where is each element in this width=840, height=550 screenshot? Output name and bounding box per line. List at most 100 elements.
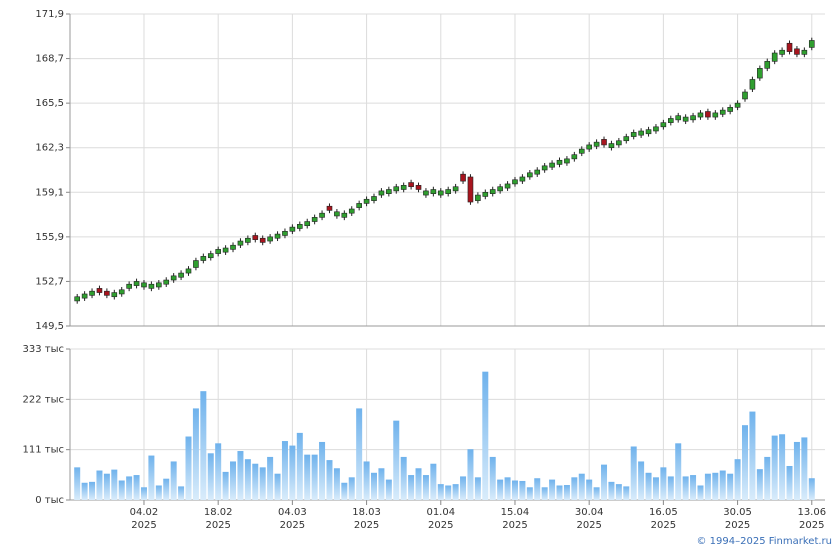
candle-body: [645, 129, 652, 135]
candle-body: [148, 283, 155, 289]
x-tick-label-line: 2025: [131, 520, 156, 531]
candle-body: [682, 116, 689, 122]
volume-bar: [593, 487, 600, 500]
volume-bar: [756, 469, 763, 500]
volume-bar: [333, 468, 340, 500]
x-tick-label: 30.05 2025: [723, 507, 752, 531]
candle-body: [215, 249, 221, 254]
candle-body: [549, 162, 555, 168]
volume-bar: [697, 485, 704, 500]
volume-bar: [667, 476, 674, 500]
volume-bar: [178, 486, 185, 500]
candle-body: [200, 256, 207, 261]
candle-body: [519, 176, 526, 182]
footer: © 1994–2025 Finmarket.ru: [696, 536, 832, 547]
volume-bar: [215, 443, 222, 500]
candle-body: [445, 189, 452, 194]
volume-bar: [541, 487, 548, 500]
x-tick-label-line: 16.05: [649, 507, 678, 518]
candle-body: [512, 179, 518, 185]
volume-bar: [96, 470, 103, 500]
candle-body: [534, 169, 541, 175]
y-tick-label: 111 тыс: [23, 445, 64, 456]
volume-bar: [734, 459, 741, 500]
volume-bar: [690, 475, 697, 500]
candle-body: [771, 52, 778, 62]
volume-bar: [578, 473, 585, 500]
x-tick-label: 01.04 2025: [426, 507, 455, 531]
volume-bar: [638, 461, 645, 500]
x-tick-label: 16.05 2025: [649, 507, 678, 531]
x-tick-label: 04.02 2025: [130, 507, 159, 531]
volume-bar: [385, 479, 392, 500]
candle-body: [467, 176, 474, 203]
volume-bar: [296, 432, 303, 500]
candle-body: [304, 221, 311, 227]
volume-bar: [289, 445, 296, 500]
candle-body: [163, 279, 170, 285]
volume-bar: [556, 485, 563, 500]
volume-bar: [719, 470, 726, 500]
volume-bar: [652, 477, 659, 500]
candle-body: [126, 283, 132, 289]
y-tick-label: 165,5: [35, 98, 64, 109]
candle-body: [378, 190, 385, 196]
candle-body: [437, 190, 444, 196]
x-tick-label-line: 30.05: [723, 507, 752, 518]
volume-bar: [474, 477, 481, 500]
candle-body: [104, 290, 110, 296]
x-tick-label: 13.06 2025: [797, 507, 826, 531]
candle-body: [660, 122, 667, 128]
candle-body: [460, 173, 466, 182]
candle-body: [527, 172, 533, 178]
volume-bar: [281, 441, 288, 500]
candle-body: [81, 293, 88, 299]
volume-bar: [140, 487, 147, 500]
volume-bar: [326, 460, 333, 500]
candle-body: [296, 224, 303, 229]
x-tick-label-line: 30.04: [575, 507, 604, 518]
candle-body: [348, 208, 355, 214]
volume-bar: [727, 473, 734, 500]
volume-bar: [712, 472, 719, 500]
candle-body: [311, 217, 318, 222]
volume-bar: [74, 467, 81, 500]
candle-body: [601, 139, 607, 146]
volume-bar: [118, 480, 125, 500]
volume-bar: [779, 434, 786, 500]
volume-bar: [148, 455, 155, 500]
volume-bar: [400, 456, 407, 500]
volume-bar: [393, 420, 400, 500]
volume-bar: [519, 480, 526, 500]
volume-bar: [81, 482, 88, 500]
volume-bar: [563, 485, 570, 500]
volume-bar: [504, 477, 511, 500]
candle-body: [734, 102, 741, 108]
candle-body: [259, 237, 266, 243]
candle-body: [178, 272, 184, 278]
volume-bar: [489, 456, 496, 500]
candle-body: [712, 112, 719, 118]
volume-bar: [155, 485, 162, 500]
volume-bar: [378, 468, 385, 500]
candle-body: [630, 132, 637, 137]
volume-bar: [497, 479, 504, 500]
volume-bar: [200, 391, 207, 500]
candle-body: [719, 109, 726, 115]
y-tick-label: 0 тыс: [35, 495, 64, 506]
candle-body: [289, 226, 296, 232]
x-tick-label-line: 2025: [502, 520, 527, 531]
volume-bar: [371, 472, 377, 500]
x-tick-label-line: 04.02: [130, 507, 159, 518]
volume-bar: [786, 465, 793, 500]
candle-body: [482, 191, 489, 197]
volume-bar: [793, 441, 800, 500]
volume-bar: [267, 456, 274, 500]
volume-bar: [356, 408, 363, 500]
candle-body: [452, 186, 459, 192]
volume-bar: [430, 463, 437, 500]
volume-bar: [319, 441, 326, 500]
x-tick-label-line: 13.06: [797, 507, 826, 518]
